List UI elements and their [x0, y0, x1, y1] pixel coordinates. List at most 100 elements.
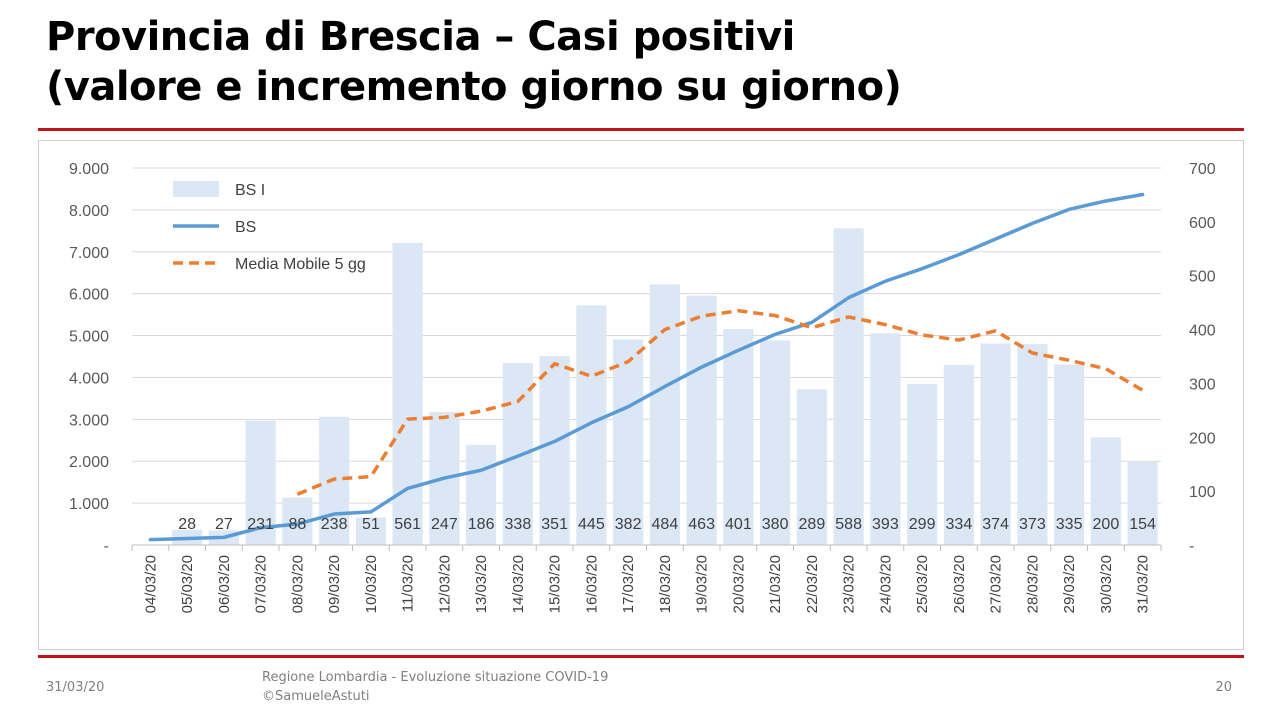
series-line-bs: [148, 192, 1145, 542]
x-tick-label: 06/03/20: [216, 555, 233, 613]
y-right-tick-label: 300: [1189, 376, 1216, 393]
x-tick-label: 22/03/20: [804, 555, 821, 613]
bar: [1127, 462, 1158, 545]
x-tick-label: 05/03/20: [179, 555, 196, 613]
x-tick-label: 11/03/20: [400, 555, 417, 612]
bar-data-label: 28: [178, 516, 196, 533]
bar-data-label: 374: [982, 516, 1009, 533]
bar: [686, 295, 717, 545]
bar-data-label: 380: [762, 516, 789, 533]
bar-data-label: 51: [362, 516, 380, 533]
x-tick-label: 28/03/20: [1024, 555, 1041, 613]
bar: [649, 284, 680, 545]
y-left-tick-label: 5.000: [69, 329, 109, 346]
bar-data-label: 463: [688, 516, 715, 533]
y-right-tick-label: 100: [1189, 484, 1216, 501]
bar: [576, 305, 607, 545]
bar: [1054, 364, 1085, 545]
chart-frame: - 1.000 2.000 3.000 4.000 5.000 6.000 7.000 8.00…: [38, 140, 1244, 650]
footer-source: Regione Lombardia - Evoluzione situazion…: [262, 668, 608, 706]
x-tick-label: 15/03/20: [547, 555, 564, 613]
bar-data-label: 373: [1019, 516, 1046, 533]
x-tick-label: 04/03/20: [142, 555, 159, 613]
bar-data-label: 588: [835, 516, 862, 533]
y-right-tick-label: 400: [1189, 323, 1216, 340]
bar-data-label: 231: [247, 516, 274, 533]
footer-divider: [38, 655, 1244, 658]
bar: [1090, 437, 1121, 545]
x-tick-label: 07/03/20: [253, 555, 270, 613]
bar: [392, 242, 423, 545]
x-tick-label: 12/03/20: [436, 555, 453, 613]
bar: [355, 517, 386, 545]
page-number: 20: [1215, 680, 1232, 695]
x-tick-label: 30/03/20: [1098, 555, 1115, 613]
bar: [943, 365, 974, 545]
legend-label-media: Media Mobile 5 gg: [235, 256, 366, 273]
footer-source-line-2: ©SamueleAstuti: [262, 689, 370, 704]
bar-data-label: 338: [505, 516, 532, 533]
bar: [980, 343, 1011, 545]
x-tick-label: 25/03/20: [914, 555, 931, 613]
series-line-media-mobile: [296, 308, 1144, 496]
legend-swatch-bar: [173, 181, 219, 197]
bar: [870, 333, 901, 545]
legend-label-bs: BS: [235, 219, 256, 236]
bar-data-label: 154: [1129, 516, 1156, 533]
x-tick-label: 26/03/20: [951, 555, 968, 613]
x-tick-label: 21/03/20: [767, 555, 784, 613]
y-right-tick-label: 500: [1189, 269, 1216, 286]
bar-data-label: 335: [1056, 516, 1083, 533]
x-tick-label: 29/03/20: [1061, 555, 1078, 613]
x-tick-label: 31/03/20: [1135, 555, 1152, 613]
bar-data-label: 484: [652, 516, 679, 533]
x-tick-label: 17/03/20: [620, 555, 637, 613]
legend-label-bar: BS I: [235, 182, 265, 199]
bar: [833, 228, 864, 545]
bar-data-label: 334: [946, 516, 973, 533]
bar-data-label: 401: [725, 516, 752, 533]
y-right-tick-label: 600: [1189, 215, 1216, 232]
bar-data-label: 27: [215, 516, 233, 533]
x-tick-label: 13/03/20: [473, 555, 490, 613]
bar-data-label: 200: [1093, 516, 1120, 533]
bar-data-label: 393: [872, 516, 899, 533]
bar: [245, 420, 276, 545]
bar-data-label: 238: [321, 516, 348, 533]
footer-date: 31/03/20: [46, 680, 105, 695]
y-right-tick-label: 200: [1189, 430, 1216, 447]
y-right-tick-label: 700: [1189, 161, 1216, 178]
bar-data-label: 186: [468, 516, 495, 533]
combo-chart: - 1.000 2.000 3.000 4.000 5.000 6.000 7.000 8.00…: [69, 161, 1216, 613]
x-tick-label: 09/03/20: [326, 555, 343, 613]
x-tick-label: 08/03/20: [289, 555, 306, 613]
y-right-tick-label: -: [1189, 538, 1194, 555]
bar-data-label: 351: [541, 516, 568, 533]
bar-data-label: 299: [909, 516, 936, 533]
x-tick-label: 16/03/20: [583, 555, 600, 613]
x-tick-label: 24/03/20: [877, 555, 894, 613]
y-left-tick-label: 6.000: [69, 287, 109, 304]
title-divider: [38, 128, 1244, 131]
x-tick-label: 27/03/20: [988, 555, 1005, 613]
x-tick-label: 18/03/20: [657, 555, 674, 613]
bar: [796, 389, 827, 545]
bar: [723, 329, 754, 545]
y-left-tick-label: 2.000: [69, 454, 109, 471]
title-line-1: Provincia di Brescia – Casi positivi: [46, 14, 795, 60]
bar: [539, 355, 570, 545]
x-tick-label: 20/03/20: [730, 555, 747, 613]
footer-source-line-1: Regione Lombardia - Evoluzione situazion…: [262, 670, 609, 685]
bar-data-label: 445: [578, 516, 605, 533]
y-left-tick-label: 8.000: [69, 203, 109, 220]
y-left-tick-label: 9.000: [69, 161, 109, 178]
x-tick-label: 19/03/20: [694, 555, 711, 613]
x-tick-label: 23/03/20: [841, 555, 858, 613]
y-left-tick-label: 1.000: [69, 496, 109, 513]
y-left-tick-label: 7.000: [69, 245, 109, 262]
bar-data-label: 247: [431, 516, 458, 533]
bar: [760, 340, 791, 545]
title-line-2: (valore e incremento giorno su giorno): [46, 64, 902, 110]
bar: [1017, 344, 1048, 545]
bar-data-label: 88: [288, 516, 306, 533]
